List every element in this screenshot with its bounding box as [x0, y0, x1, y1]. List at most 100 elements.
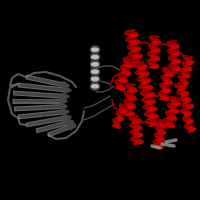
Polygon shape: [177, 85, 185, 88]
Polygon shape: [129, 34, 138, 36]
Polygon shape: [183, 111, 190, 113]
Polygon shape: [156, 127, 163, 129]
Polygon shape: [146, 118, 155, 121]
Polygon shape: [143, 88, 152, 91]
Polygon shape: [133, 134, 142, 135]
Polygon shape: [124, 102, 132, 103]
Polygon shape: [138, 67, 147, 70]
Polygon shape: [124, 101, 132, 102]
Polygon shape: [123, 60, 131, 63]
Polygon shape: [141, 92, 150, 94]
Polygon shape: [168, 49, 177, 50]
Polygon shape: [150, 47, 158, 48]
Polygon shape: [126, 114, 135, 115]
Polygon shape: [127, 46, 137, 48]
Polygon shape: [146, 94, 155, 97]
Polygon shape: [122, 70, 130, 73]
Polygon shape: [128, 40, 138, 42]
Polygon shape: [123, 109, 131, 111]
Polygon shape: [146, 114, 156, 116]
Polygon shape: [180, 82, 188, 84]
Polygon shape: [150, 39, 158, 40]
Polygon shape: [137, 78, 146, 80]
Polygon shape: [134, 61, 144, 64]
Polygon shape: [124, 61, 132, 64]
Polygon shape: [126, 113, 135, 114]
Polygon shape: [185, 126, 192, 128]
Polygon shape: [141, 81, 150, 84]
Polygon shape: [146, 94, 155, 96]
Polygon shape: [118, 75, 126, 78]
Polygon shape: [134, 62, 143, 64]
Polygon shape: [144, 113, 153, 115]
Polygon shape: [170, 109, 178, 111]
Polygon shape: [116, 112, 123, 115]
Polygon shape: [126, 39, 135, 41]
Polygon shape: [131, 139, 139, 140]
Polygon shape: [142, 99, 151, 101]
Polygon shape: [188, 130, 195, 132]
Polygon shape: [182, 75, 190, 77]
Polygon shape: [184, 105, 192, 107]
Polygon shape: [160, 86, 169, 88]
Polygon shape: [121, 110, 127, 113]
Polygon shape: [128, 91, 136, 92]
Polygon shape: [166, 112, 174, 114]
Polygon shape: [170, 52, 178, 53]
Polygon shape: [177, 90, 184, 93]
Polygon shape: [141, 91, 149, 93]
Polygon shape: [168, 44, 176, 45]
Polygon shape: [152, 50, 160, 51]
Polygon shape: [119, 76, 127, 80]
Polygon shape: [155, 144, 163, 146]
Polygon shape: [171, 60, 180, 61]
Polygon shape: [113, 125, 119, 128]
Polygon shape: [128, 47, 137, 48]
Polygon shape: [158, 130, 165, 132]
Polygon shape: [117, 86, 125, 90]
Polygon shape: [185, 105, 192, 107]
Polygon shape: [167, 111, 175, 114]
Polygon shape: [133, 120, 141, 121]
Polygon shape: [125, 93, 133, 94]
Polygon shape: [142, 80, 151, 82]
Polygon shape: [148, 117, 158, 119]
Polygon shape: [158, 93, 167, 95]
Polygon shape: [121, 104, 127, 107]
Polygon shape: [180, 71, 188, 73]
Polygon shape: [143, 93, 153, 95]
Polygon shape: [134, 134, 142, 135]
Polygon shape: [156, 137, 164, 139]
Polygon shape: [124, 101, 132, 103]
Polygon shape: [117, 86, 125, 89]
Polygon shape: [125, 86, 133, 87]
Polygon shape: [130, 125, 138, 126]
Polygon shape: [167, 43, 175, 44]
Polygon shape: [181, 92, 188, 95]
Ellipse shape: [92, 85, 98, 88]
Polygon shape: [131, 137, 140, 138]
Polygon shape: [151, 40, 160, 41]
Polygon shape: [147, 108, 157, 110]
Polygon shape: [132, 57, 142, 59]
Polygon shape: [173, 69, 181, 70]
Polygon shape: [150, 39, 159, 40]
Polygon shape: [141, 79, 150, 82]
Polygon shape: [161, 78, 169, 80]
Polygon shape: [183, 69, 190, 71]
Polygon shape: [170, 63, 179, 64]
Polygon shape: [168, 106, 176, 108]
Polygon shape: [126, 63, 133, 67]
Polygon shape: [162, 83, 171, 85]
Polygon shape: [117, 115, 124, 119]
Polygon shape: [143, 86, 152, 89]
Polygon shape: [156, 128, 163, 130]
Polygon shape: [186, 126, 192, 128]
Polygon shape: [155, 136, 163, 138]
Polygon shape: [145, 112, 154, 114]
Polygon shape: [186, 61, 193, 63]
Polygon shape: [133, 62, 143, 64]
Polygon shape: [133, 140, 142, 141]
Polygon shape: [144, 87, 153, 90]
Polygon shape: [156, 140, 164, 141]
